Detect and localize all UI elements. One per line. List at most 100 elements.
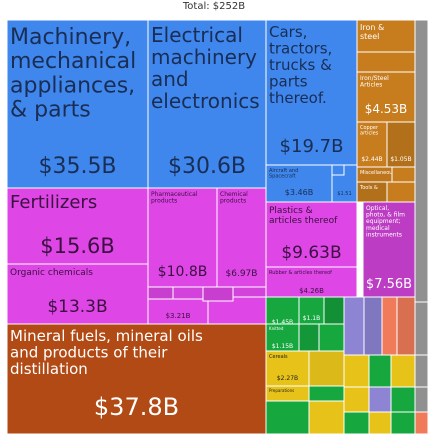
- tile: [308, 400, 345, 434]
- tile-label: steel: [360, 32, 379, 41]
- tile: [265, 350, 310, 387]
- tile: [414, 301, 428, 356]
- tile: [390, 386, 416, 413]
- tile: [343, 386, 370, 413]
- tile-label: Articles: [360, 82, 382, 89]
- tile-label: & parts: [10, 98, 91, 123]
- tile-label: Iron/Steel: [360, 75, 389, 82]
- tile-value: $4.26B: [299, 287, 324, 295]
- tile-label: Copper: [360, 125, 379, 131]
- chart-title: Total: $252B: [182, 1, 246, 12]
- tile-label: products: [220, 198, 246, 205]
- tile: [396, 296, 416, 356]
- tile: [308, 350, 345, 387]
- tile: [147, 187, 218, 298]
- tile: [6, 323, 267, 434]
- tile: [308, 385, 345, 402]
- tile: [6, 263, 149, 325]
- tile-value: $1.05B: [390, 156, 411, 163]
- tile-label: tractors,: [269, 40, 332, 58]
- tile-label: Pharmaceutical: [151, 191, 198, 198]
- tile: [323, 296, 345, 325]
- tile-label: Fertilizers: [10, 192, 97, 213]
- tile-label: Rubber & articles thereof: [269, 270, 332, 276]
- tile-label: instruments: [366, 231, 402, 238]
- tile-label: medical: [366, 225, 390, 232]
- tile-label: Aircraft and: [269, 168, 298, 174]
- tile-value: $37.8B: [94, 393, 179, 421]
- tile-label: Mineral fuels, mineral oils: [10, 327, 203, 345]
- tile-label: Miscellaneous: [360, 170, 395, 176]
- tile-label: appliances,: [10, 73, 135, 98]
- tile: [265, 296, 300, 325]
- tile: [6, 19, 149, 189]
- tile: [368, 411, 392, 434]
- tile-value: $15.6B: [40, 234, 115, 258]
- tile: [6, 187, 149, 265]
- tile-value: $6.97B: [226, 269, 258, 279]
- tile: [414, 354, 428, 388]
- tile-label: Knitted: [269, 326, 284, 331]
- tile-value: $1.51: [337, 191, 351, 197]
- tile-label: and products of their: [10, 344, 168, 362]
- tile: [331, 164, 345, 176]
- tile: [147, 19, 267, 189]
- tile-value: $1.15B: [272, 343, 293, 350]
- tile-label: Machinery,: [10, 25, 131, 50]
- tile-label: Iron &: [360, 23, 384, 32]
- tile: [343, 411, 370, 434]
- tile: [356, 19, 416, 53]
- tile: [363, 296, 383, 356]
- tile-value: $3.46B: [285, 188, 313, 197]
- tile-value: $2.44B: [361, 156, 382, 163]
- tile-label: parts: [269, 73, 308, 91]
- tile: [298, 296, 325, 325]
- tile: [368, 354, 392, 388]
- tile-label: Plastics &: [269, 206, 313, 216]
- tile: [232, 286, 267, 298]
- tile: [381, 296, 398, 356]
- tile-value: $10.8B: [158, 264, 208, 280]
- tile-label: thereof.: [269, 89, 327, 107]
- tile: [362, 201, 416, 298]
- tile: [318, 323, 345, 352]
- tile-label: electronics: [151, 89, 260, 113]
- tile-value: $19.7B: [280, 136, 344, 157]
- tile: [216, 187, 267, 298]
- tile: [265, 201, 358, 268]
- tile: [356, 51, 416, 73]
- tile-label: Organic chemicals: [10, 268, 93, 278]
- tile-value: $35.5B: [38, 154, 116, 179]
- tile: [368, 386, 392, 413]
- tile-label: Optical,: [366, 205, 389, 212]
- tile: [343, 354, 370, 388]
- tile: [391, 166, 416, 183]
- tile-label: Preparations: [269, 388, 294, 393]
- tile-label: Cars,: [269, 23, 307, 41]
- tile-value: $4.53B: [365, 102, 408, 116]
- tile: [343, 296, 365, 356]
- tile: [414, 19, 428, 303]
- tile-value: $9.63B: [281, 243, 341, 263]
- tile: [298, 323, 320, 352]
- tile-label: Spacecraft: [269, 174, 296, 180]
- tile-label: and: [151, 67, 189, 91]
- tile: [265, 323, 300, 352]
- tile: [414, 386, 428, 413]
- tile: [356, 121, 388, 168]
- tile: [202, 286, 234, 302]
- tile-label: articles thereof: [269, 216, 338, 226]
- tile-label: Cereals: [269, 354, 288, 360]
- tile-value: $7.56B: [366, 277, 412, 292]
- tile: [386, 181, 416, 203]
- tile-value: $2.27B: [277, 375, 298, 382]
- tile-label: mechanical: [10, 49, 136, 74]
- tile-label: products: [151, 198, 177, 205]
- tile: [414, 411, 428, 434]
- tile-value: $1.45B: [272, 319, 293, 326]
- tile-value: $3.21B: [166, 312, 191, 320]
- tile-label: Chemical: [220, 191, 248, 198]
- tile-label: equipment;: [366, 218, 401, 225]
